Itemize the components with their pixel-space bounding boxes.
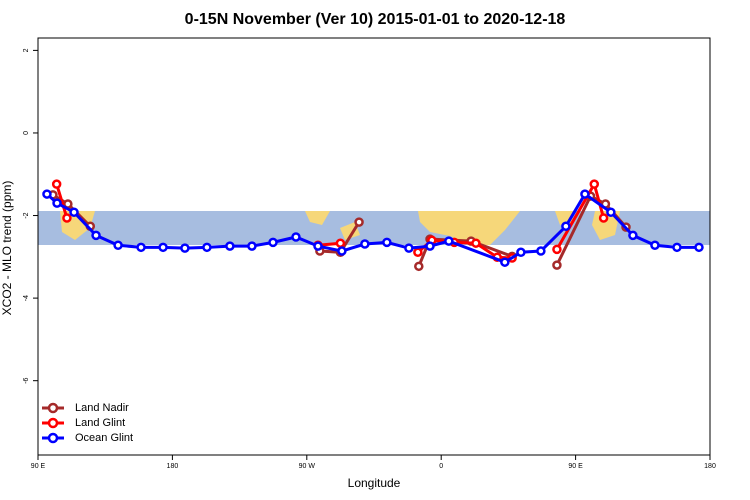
point: [337, 246, 347, 256]
point: [291, 232, 301, 242]
point: [552, 260, 562, 270]
legend-marker: [47, 432, 59, 444]
point: [42, 189, 52, 199]
point: [672, 242, 682, 253]
point: [628, 230, 638, 241]
y-axis-label: XCO2 - MLO trend (ppm): [0, 181, 14, 316]
point: [552, 244, 562, 255]
point: [413, 247, 423, 258]
point: [536, 246, 546, 256]
point: [69, 207, 79, 217]
point: [113, 240, 123, 251]
legend-marker: [47, 417, 59, 429]
point: [202, 242, 212, 253]
point: [52, 198, 62, 208]
point: [91, 230, 101, 241]
y-tick-label: -6: [23, 377, 30, 383]
point: [425, 241, 435, 251]
point: [382, 237, 392, 248]
point: [313, 241, 323, 251]
point: [225, 241, 235, 251]
point: [180, 243, 190, 253]
y-tick-label: -4: [23, 295, 30, 301]
x-tick-label: 180: [704, 463, 716, 470]
legend-label: Ocean Glint: [75, 432, 133, 444]
series-line: [55, 180, 606, 260]
point: [51, 179, 62, 189]
point: [500, 257, 510, 267]
point: [354, 217, 364, 227]
point: [598, 213, 609, 223]
x-tick-label: 90 W: [299, 463, 316, 470]
chart-title: 0-15N November (Ver 10) 2015-01-01 to 20…: [185, 11, 566, 28]
point: [62, 213, 72, 223]
legend-marker: [47, 402, 59, 414]
y-tick-label: 2: [23, 48, 30, 52]
point: [136, 242, 146, 253]
point: [589, 179, 600, 189]
point: [580, 189, 590, 199]
point: [444, 236, 454, 246]
x-axis-label: Longitude: [348, 476, 401, 490]
point: [650, 240, 660, 251]
point: [247, 241, 257, 251]
point: [404, 243, 414, 253]
point: [516, 247, 526, 258]
point: [414, 261, 424, 272]
point: [360, 239, 370, 249]
x-tick-label: 180: [167, 463, 179, 470]
plot-frame: [37, 37, 711, 456]
x-tick-label: 90 E: [31, 463, 46, 470]
legend-label: Land Nadir: [75, 402, 129, 414]
point: [335, 238, 346, 248]
point: [606, 207, 616, 217]
point: [268, 237, 278, 248]
y-tick-label: 0: [23, 131, 30, 135]
x-tick-label: 90 E: [568, 463, 583, 470]
point: [561, 221, 571, 232]
point: [158, 242, 168, 253]
y-tick-label: -2: [23, 212, 30, 218]
point: [471, 238, 481, 248]
x-tick-label: 0: [439, 463, 443, 470]
legend-label: Land Glint: [75, 417, 125, 429]
point: [694, 242, 704, 253]
